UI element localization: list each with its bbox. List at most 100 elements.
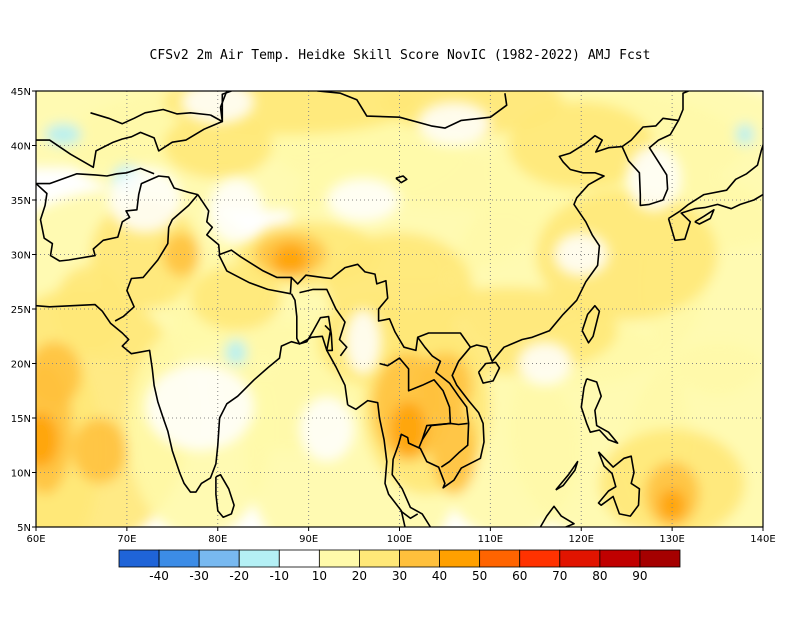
colorbar-swatch [439,549,481,568]
map-panel [35,90,764,528]
colorbar-swatch [318,549,360,568]
colorbar-swatch [399,549,440,568]
colorbar-label: 70 [552,569,567,583]
colorbar-label: -30 [189,569,209,583]
lat-tick-label: 5N [17,523,31,534]
skill-area [36,341,82,408]
colorbar-label: 20 [352,569,367,583]
japan-kyushu-honshu [667,142,763,242]
skill-area [45,123,82,146]
colorbar-label: -40 [149,569,169,583]
kazakh-kyrgyz [90,108,211,125]
colorbar: -40 -30 -20 -10 10 20 30 40 50 60 70 80 90 [118,549,681,583]
colorbar-swatch [278,549,320,568]
myanmar-thailand [379,357,452,449]
lon-tick-label: 100E [387,534,412,545]
skill-area [90,200,200,309]
chart-title: CFSv2 2m Air Temp. Heidke Skill Score No… [149,48,651,63]
no-skill-area [181,91,255,124]
colorbar-label: 80 [592,569,607,583]
colorbar-label: -20 [229,569,249,583]
china-russia [677,91,689,121]
no-skill-area [299,396,355,462]
gulf-of-thailand [391,134,623,527]
india-nepal-china [197,194,472,352]
colorbar-swatch [559,549,601,568]
colorbar-swatch [118,549,160,568]
colorbar-swatch [479,549,521,568]
central-asia-north [36,91,228,169]
lon-tick-label: 140E [750,534,775,545]
sri-lanka [215,473,235,518]
no-skill-area [344,309,382,375]
shikoku [694,209,715,225]
korea [621,119,680,207]
west-border-iran-afghan-pak [36,175,198,262]
skill-area [190,265,282,331]
skill-area [431,407,477,495]
hainan [477,361,501,384]
lon-tick-label: 110E [478,534,503,545]
skill-area [163,232,200,277]
pakistan-india [114,194,199,322]
lat-tick-label: 40N [11,142,31,153]
nepal-south [217,254,293,295]
india-arabia-coast [36,303,349,493]
colorbar-swatch [599,549,641,568]
skill-area [417,352,473,418]
no-skill-area [553,232,609,277]
colorbar-label: 90 [632,569,647,583]
lat-tick-label: 30N [11,251,31,262]
no-skill-area [145,363,255,451]
myanmar-malay-coast [347,399,406,527]
lat-tick-label: 45N [11,87,31,98]
taiwan [581,304,601,344]
lakes-tibet-qinghai [395,175,408,184]
china-kazakh [210,91,232,123]
colorbar-swatch [519,549,561,568]
colorbar-swatch [198,549,240,568]
mongolia-south [316,91,508,129]
colorbar-swatch [359,549,400,568]
lat-lon-grid [36,91,763,527]
borneo-north [539,505,575,527]
lat-tick-label: 25N [11,305,31,316]
luzon [580,378,619,444]
palawan [555,460,579,491]
visayas-mindanao [597,451,641,517]
no-skill-area [326,178,400,222]
axis-tick-labels: 60E 70E 80E 90E 100E 110E 120E 130E 140E 5N 10N 15N… [11,87,776,545]
colorbar-label: 60 [512,569,527,583]
colorbar-label: 10 [312,569,327,583]
china-korea-border [621,117,679,148]
colorbar-swatch [158,549,200,568]
skill-area [36,412,59,468]
lon-tick-label: 90E [299,534,318,545]
lat-tick-label: 20N [11,360,31,371]
colorbar-swatch [238,549,280,568]
lat-tick-label: 15N [11,414,31,425]
colorbar-label: 50 [472,569,487,583]
lat-tick-label: 10N [11,469,31,480]
colorbar-label: 30 [392,569,407,583]
cambodia-laos [421,422,468,441]
skill-area [272,243,309,277]
lon-tick-label: 80E [208,534,227,545]
skill-area [658,488,686,522]
field-blobs [36,91,763,527]
skill-area [225,339,247,366]
colorbar-label: 40 [432,569,447,583]
skill-area [163,112,273,179]
afghan-central-asia [36,167,155,185]
hokkaido [762,91,763,130]
colorbar-label: -10 [269,569,289,583]
coastlines-and-borders [36,91,763,527]
skill-area [390,401,427,457]
northeast-india [299,288,348,357]
skill-area [735,123,754,146]
skill-area [72,418,127,484]
no-skill-area [208,178,264,244]
skill-score-field [36,91,763,527]
colorbar-swatch [639,549,681,568]
